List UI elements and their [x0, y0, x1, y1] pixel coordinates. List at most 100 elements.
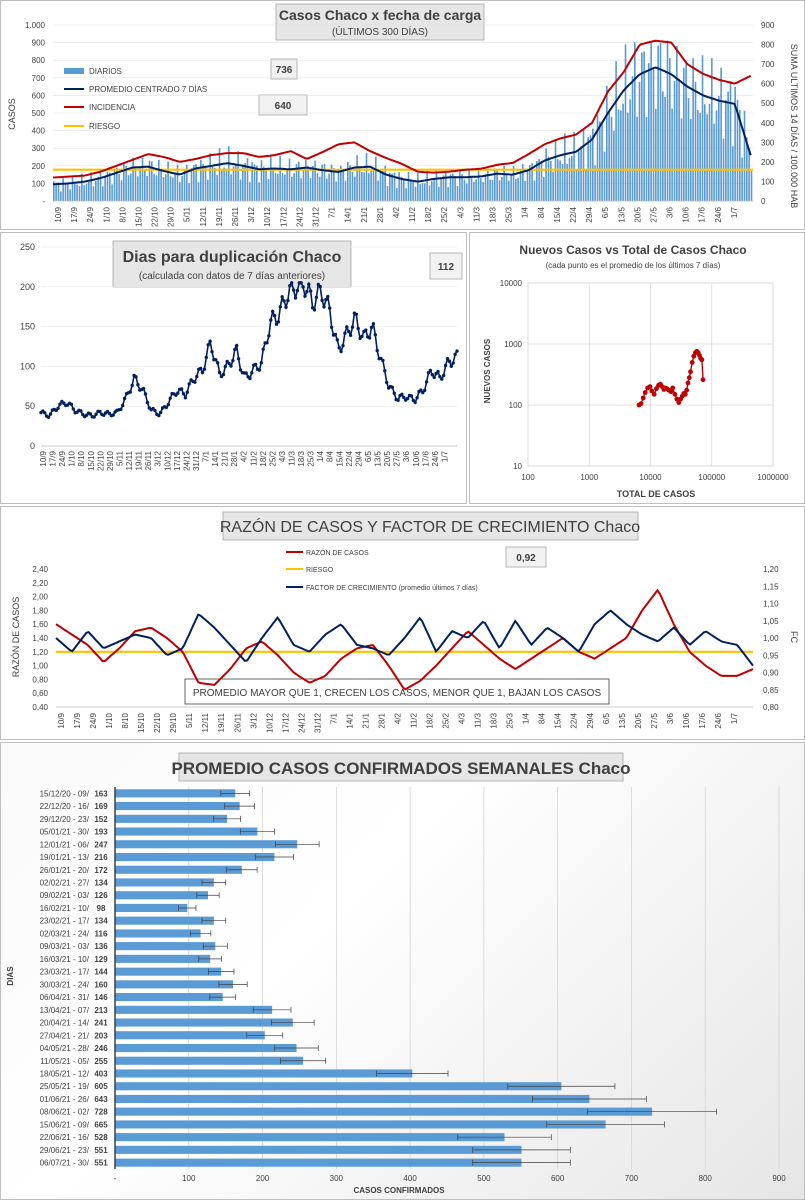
x-tick-label: 11/2	[410, 712, 419, 728]
bar-diarios	[501, 177, 503, 201]
x-tick-label: 200	[256, 1174, 270, 1183]
bar-diarios	[74, 183, 76, 201]
duplication-point	[69, 402, 74, 406]
bar-diarios	[645, 117, 648, 201]
scatter-point	[688, 369, 693, 375]
duplication-point	[176, 391, 180, 395]
duplication-point	[339, 349, 343, 354]
y-tick-label: 2,40	[32, 565, 48, 574]
bar	[115, 1018, 293, 1027]
y-tick-label: 100	[509, 401, 523, 410]
x-tick-label: 27/5	[649, 206, 658, 222]
x-tick-label: 4/2	[240, 450, 249, 462]
bar-diarios	[400, 176, 403, 201]
y2-axis-label: SUMA ULTIMOS 14 DÍAS / 100.000 HAB	[789, 44, 799, 208]
x-tick-label: 13/5	[374, 450, 383, 466]
y2-tick-label: 1,10	[763, 600, 779, 609]
duplication-point	[204, 355, 208, 360]
bar-diarios	[181, 176, 183, 201]
bar-diarios	[676, 45, 678, 202]
x-tick-label: 900	[772, 1174, 786, 1183]
duplication-point	[303, 294, 307, 298]
x-tick-label: 14/1	[345, 712, 354, 728]
bar-diarios	[727, 91, 729, 201]
bar-diarios	[550, 160, 552, 201]
y-tick-label: 250	[20, 242, 35, 252]
bar-diarios	[442, 175, 445, 201]
bar-diarios	[648, 63, 650, 201]
duplication-point	[221, 372, 226, 377]
x-tick-label: 11/2	[249, 450, 258, 466]
x-tick-label: 10/6	[682, 712, 691, 728]
bar-diarios	[365, 152, 368, 201]
bar	[115, 840, 298, 849]
y2-tick-label: 1,00	[763, 634, 779, 643]
bar-diarios	[424, 183, 426, 201]
y-tick-label: 400	[32, 127, 46, 136]
x-tick-label: -	[114, 1174, 117, 1183]
bar-diarios	[519, 169, 522, 201]
new-vs-total-chart-panel: Nuevos Casos vs Total de Casos Chaco (ca…	[469, 232, 805, 504]
category-label: 29/12/20 - 23/12/20	[40, 815, 110, 824]
x-tick-label: 19/11	[217, 712, 226, 732]
x-tick-label: 1/7	[730, 206, 739, 218]
x-tick-label: 25/2	[268, 450, 277, 466]
x-tick-label: 10/12	[263, 206, 272, 227]
bar-diarios	[480, 178, 482, 201]
duplication-point	[307, 282, 311, 286]
category-label: 29/06/21 - 23/06/21	[40, 1146, 110, 1155]
category-label: 15/12/20 - 09/12/20	[40, 789, 110, 798]
category-label: 30/03/21 - 24/03/21	[40, 980, 110, 989]
x-tick-label: 3/12	[154, 450, 163, 466]
x-tick-label: 8/10	[118, 206, 127, 222]
x-tick-label: 26/11	[144, 450, 153, 470]
y-tick-label: 1,00	[32, 662, 48, 671]
value-label-diarios: 736	[276, 65, 293, 76]
bar-diarios	[225, 168, 228, 201]
bar-diarios	[729, 81, 732, 201]
incidencia-line	[52, 39, 752, 179]
value-label-bg	[89, 825, 113, 838]
scatter-point	[642, 390, 648, 395]
duplication-point	[299, 281, 303, 285]
bar-diarios	[389, 172, 391, 201]
bar	[115, 802, 240, 811]
duplication-point	[343, 331, 347, 335]
x-tick-label: 17/6	[698, 712, 707, 728]
bar-diarios	[286, 169, 288, 201]
annotation-text: PROMEDIO MAYOR QUE 1, CRECEN LOS CASOS, …	[193, 688, 602, 699]
duplication-point	[195, 374, 199, 379]
bar-diarios	[335, 181, 337, 201]
bar	[115, 1082, 562, 1091]
scatter-point	[685, 380, 691, 386]
category-label: 22/06/21 - 16/06/21	[40, 1133, 110, 1142]
duplication-point	[373, 333, 377, 337]
x-tick-label: 19/11	[135, 450, 144, 470]
bar	[115, 954, 211, 963]
value-label: 216	[94, 853, 108, 862]
chart-subtitle: (calculada con datos de 7 días anteriore…	[139, 271, 325, 282]
value-label: 403	[94, 1070, 108, 1079]
x-tick-label: 10/12	[265, 712, 274, 733]
duplication-point	[320, 298, 324, 303]
y-tick-label: 150	[20, 322, 35, 332]
bar-diarios	[585, 169, 587, 201]
y-axis-label: NUEVOS CASOS	[483, 338, 492, 403]
bar-diarios	[356, 155, 358, 201]
value-label-bg	[89, 965, 113, 978]
bar-diarios	[165, 174, 167, 201]
x-tick-label: 24/6	[714, 712, 723, 728]
x-tick-label: 20/5	[383, 450, 392, 466]
bar-diarios	[522, 164, 524, 201]
duplication-point	[333, 332, 338, 337]
x-tick-label: 4/3	[458, 712, 467, 724]
y2-tick-label: 1,20	[763, 565, 779, 574]
chart-title: Casos Chaco x fecha de carga	[279, 7, 482, 23]
bar-diarios	[342, 171, 344, 201]
bar-diarios	[288, 158, 291, 201]
bar-diarios	[277, 173, 279, 201]
x-tick-label: 24/12	[295, 206, 304, 227]
bar-diarios	[347, 162, 349, 201]
legend: DIARIOS PROMEDIO CENTRADO 7 DÍAS INCIDEN…	[64, 67, 207, 131]
bar-diarios	[106, 171, 109, 201]
